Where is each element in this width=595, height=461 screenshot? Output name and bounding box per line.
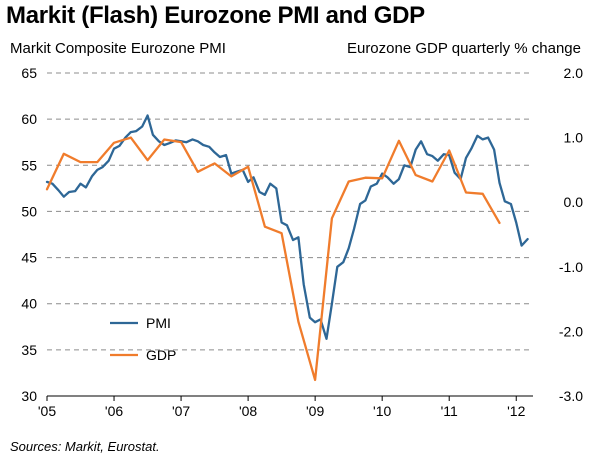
y-right-tick-label: 2.0 xyxy=(564,65,584,81)
y-right-tick-label: -3.0 xyxy=(559,388,583,404)
legend: PMI GDP xyxy=(110,315,176,363)
chart-title: Markit (Flash) Eurozone PMI and GDP xyxy=(6,2,425,29)
y-left-tick-label: 35 xyxy=(21,342,37,358)
legend-label-gdp: GDP xyxy=(146,347,176,363)
y-left-tick-label: 60 xyxy=(21,111,37,127)
legend-label-pmi: PMI xyxy=(146,315,171,331)
y-right-tick-label: -1.0 xyxy=(559,259,583,275)
x-tick-label: '12 xyxy=(507,403,525,419)
x-tick-label: '10 xyxy=(373,403,391,419)
x-tick-label: '08 xyxy=(239,403,257,419)
axes: 30 35 40 45 50 55 60 65 -3.0 -2.0 -1.0 0.0 1.0 2.0 '05… xyxy=(21,65,583,419)
x-tick-label: '05 xyxy=(38,403,56,419)
series-lines xyxy=(45,114,529,382)
grid-lines xyxy=(47,72,533,351)
source-note: Sources: Markit, Eurostat. xyxy=(10,439,160,454)
y-left-tick-label: 55 xyxy=(21,157,37,173)
y-axis-right-label: Eurozone GDP quarterly % change xyxy=(346,40,581,57)
y-left-tick-label: 65 xyxy=(21,65,37,81)
y-right-tick-label: -2.0 xyxy=(559,323,583,339)
series-line-pmi xyxy=(45,114,529,340)
y-left-tick-label: 45 xyxy=(21,250,37,266)
y-left-tick-label: 30 xyxy=(21,388,37,404)
y-axis-left-label: Markit Composite Eurozone PMI xyxy=(10,40,226,57)
y-left-tick-label: 40 xyxy=(21,296,37,312)
x-tick-label: '07 xyxy=(172,403,190,419)
y-right-tick-label: 1.0 xyxy=(564,130,584,146)
series-line-gdp xyxy=(45,136,501,382)
y-left-tick-label: 50 xyxy=(21,203,37,219)
x-tick-label: '06 xyxy=(105,403,123,419)
y-right-tick-label: 0.0 xyxy=(564,194,584,210)
x-tick-label: '09 xyxy=(306,403,324,419)
x-tick-label: '11 xyxy=(441,403,458,419)
